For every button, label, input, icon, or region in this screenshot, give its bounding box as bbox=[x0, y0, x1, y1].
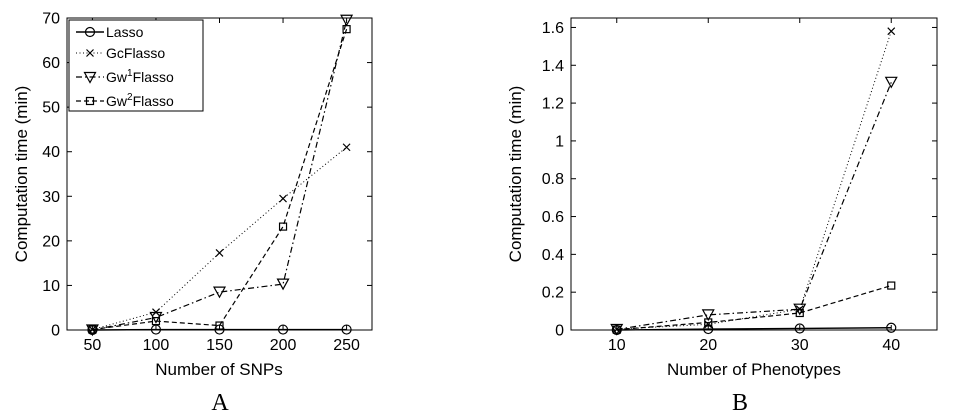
b-data-point-circle bbox=[886, 322, 897, 333]
a-data-point-x bbox=[279, 194, 287, 203]
b-data-point-square bbox=[612, 325, 621, 334]
panel-label-a: A bbox=[211, 390, 229, 416]
a-series-line-2 bbox=[92, 20, 348, 331]
a-x-tick-label: 200 bbox=[270, 337, 297, 354]
b-y-tick-label: 1.2 bbox=[542, 96, 564, 113]
b-series-line-3 bbox=[616, 284, 892, 331]
b-series-line-2 bbox=[616, 82, 892, 331]
a-x-tick-label: 50 bbox=[84, 337, 102, 354]
y-axis-title-a: Computation time (min) bbox=[12, 86, 31, 263]
b-y-tick-label: 0.4 bbox=[542, 247, 564, 264]
legend-marker-circle bbox=[84, 26, 96, 38]
b-data-point-circle bbox=[794, 323, 805, 334]
legend-gw2-rest: Flasso bbox=[133, 93, 174, 109]
b-data-point-square bbox=[704, 318, 713, 327]
b-series-line-1 bbox=[616, 31, 892, 330]
b-data-point-x bbox=[887, 27, 896, 36]
panel-label-b: B bbox=[732, 390, 748, 416]
chart-panel-b: 10 20 30 40 0 0.2 0.4 0.6 0.8 1 1.2 1.4 1.6 Number … bbox=[506, 17, 938, 416]
legend-marker-x bbox=[86, 49, 94, 57]
a-data-point-triangle-down bbox=[85, 324, 99, 337]
a-y-tick-label: 70 bbox=[42, 11, 60, 28]
b-y-tick-label: 1.4 bbox=[542, 58, 564, 75]
a-data-point-x bbox=[342, 143, 351, 152]
b-x-tick-label: 30 bbox=[791, 337, 809, 354]
b-y-tick-label: 1.6 bbox=[542, 20, 564, 37]
b-data-point-square bbox=[795, 308, 804, 318]
y-axis-ticks-a: 0 10 20 30 40 50 60 70 bbox=[42, 11, 372, 340]
a-data-point-x bbox=[215, 248, 224, 257]
b-data-point-x bbox=[704, 320, 713, 329]
a-y-tick-label: 60 bbox=[42, 55, 60, 72]
legend-gw1-sup: 1 bbox=[127, 68, 133, 79]
a-data-point-square bbox=[342, 25, 351, 34]
legend-marker-square bbox=[85, 96, 95, 106]
y-axis-title-b: Computation time (min) bbox=[506, 86, 525, 263]
a-y-tick-label: 10 bbox=[42, 278, 60, 295]
y-axis-ticks-b: 0 0.2 0.4 0.6 0.8 1 1.2 1.4 1.6 bbox=[542, 20, 937, 340]
a-data-point-square bbox=[215, 321, 224, 330]
legend-label-gw2flasso: Gw2Flasso bbox=[106, 92, 174, 109]
b-y-tick-label: 0.6 bbox=[542, 209, 564, 226]
x-axis-title-a: Number of SNPs bbox=[155, 360, 283, 379]
b-x-tick-label: 10 bbox=[608, 337, 626, 354]
b-data-point-triangle-down bbox=[701, 309, 715, 322]
a-data-point-circle bbox=[341, 324, 352, 335]
b-y-tick-label: 0 bbox=[555, 323, 564, 340]
a-data-point-square bbox=[88, 325, 97, 334]
a-data-point-triangle-down bbox=[276, 278, 290, 291]
a-data-point-triangle-down bbox=[340, 14, 354, 27]
a-y-tick-label: 0 bbox=[51, 323, 60, 340]
a-data-point-square bbox=[278, 222, 288, 231]
legend: Lasso GcFlasso Gw1Flasso Gw2Flasso bbox=[68, 19, 204, 112]
a-x-tick-label: 100 bbox=[143, 337, 170, 354]
a-data-point-triangle-down bbox=[212, 286, 227, 299]
a-series-line-1 bbox=[92, 146, 347, 331]
b-data-point-triangle-down bbox=[884, 76, 898, 89]
legend-marker-triangle-down bbox=[83, 71, 97, 84]
b-data-point-square bbox=[887, 281, 896, 290]
legend-label-gw1flasso: Gw1Flasso bbox=[106, 68, 174, 85]
legend-entry-gw1flasso: Gw1Flasso bbox=[76, 68, 174, 85]
x-axis-title-b: Number of Phenotypes bbox=[667, 360, 841, 379]
a-y-tick-label: 50 bbox=[42, 100, 60, 117]
legend-label-gcflasso: GcFlasso bbox=[106, 45, 165, 61]
b-y-tick-label: 0.8 bbox=[542, 171, 564, 188]
legend-entry-gw2flasso: Gw2Flasso bbox=[76, 92, 174, 109]
a-x-tick-label: 250 bbox=[333, 337, 360, 354]
a-x-tick-label: 150 bbox=[206, 337, 233, 354]
b-series-line-0 bbox=[616, 327, 892, 331]
a-series-line-3 bbox=[92, 28, 348, 331]
legend-box bbox=[68, 19, 204, 112]
legend-gw2-sup: 2 bbox=[127, 92, 133, 103]
a-y-tick-label: 20 bbox=[42, 233, 60, 250]
legend-label-lasso: Lasso bbox=[106, 24, 144, 40]
legend-entry-lasso: Lasso bbox=[76, 24, 144, 40]
legend-gw2-base: Gw bbox=[106, 93, 128, 109]
legend-gw1-rest: Flasso bbox=[133, 69, 174, 85]
b-y-tick-label: 1 bbox=[555, 133, 564, 150]
b-x-tick-label: 40 bbox=[882, 337, 900, 354]
b-x-tick-label: 20 bbox=[699, 337, 717, 354]
a-data-point-circle bbox=[277, 324, 289, 335]
legend-entry-gcflasso: GcFlasso bbox=[76, 45, 165, 61]
a-y-tick-label: 30 bbox=[42, 189, 60, 206]
a-data-point-square bbox=[151, 316, 161, 326]
a-y-tick-label: 40 bbox=[42, 144, 60, 161]
x-axis-ticks-b: 10 20 30 40 bbox=[608, 18, 900, 354]
chart-panel-a: 50 100 150 200 250 0 10 20 30 40 50 60 70 Number of… bbox=[12, 11, 373, 416]
legend-gw1-base: Gw bbox=[106, 69, 128, 85]
plot-frame-b bbox=[570, 17, 938, 331]
b-y-tick-label: 0.2 bbox=[542, 285, 564, 302]
series-group-a bbox=[85, 14, 354, 337]
series-group-b bbox=[610, 27, 898, 336]
